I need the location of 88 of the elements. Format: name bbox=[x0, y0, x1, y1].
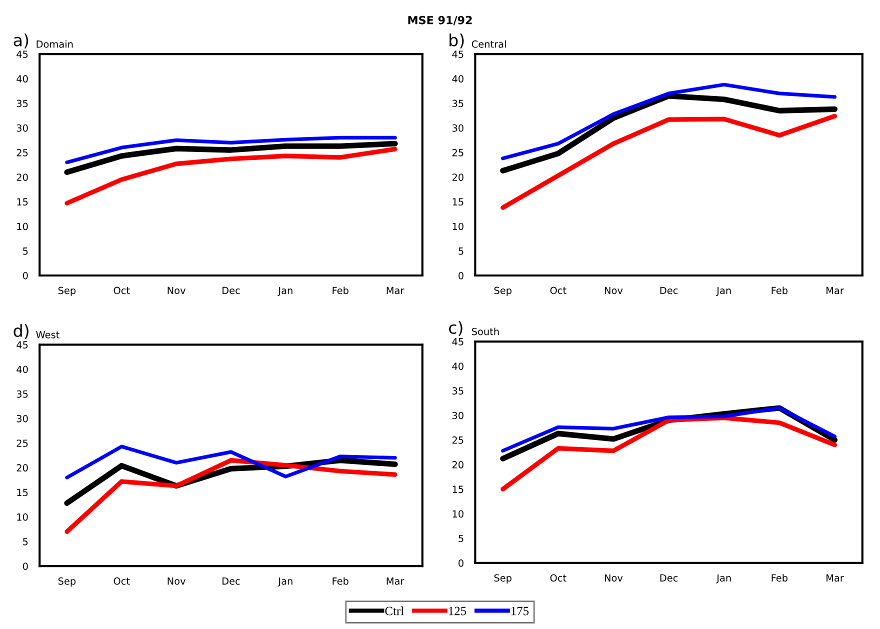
y-tick-label: 40 bbox=[452, 75, 464, 83]
y-tick-label: 20 bbox=[16, 464, 28, 472]
x-tick-label: Feb bbox=[332, 286, 348, 294]
x-tick-label: Jan bbox=[278, 286, 292, 296]
y-tick-label: 45 bbox=[452, 338, 464, 346]
x-tick-label: Dec bbox=[660, 574, 678, 582]
y-tick-label: 30 bbox=[452, 124, 464, 132]
line-series bbox=[501, 406, 837, 453]
x-tick-label: Dec bbox=[660, 286, 678, 294]
y-tick-label: 5 bbox=[458, 248, 464, 255]
chart-subtitle: West bbox=[36, 331, 60, 338]
x-tick-label: Sep bbox=[58, 286, 76, 296]
y-tick-label: 5 bbox=[23, 538, 28, 546]
y-tick-label: 25 bbox=[452, 148, 464, 156]
x-tick-label: Sep bbox=[58, 577, 76, 587]
line-series bbox=[65, 444, 397, 480]
y-tick-label: 40 bbox=[452, 362, 464, 370]
y-tick-label: 30 bbox=[16, 124, 28, 132]
y-tick-label: 10 bbox=[452, 510, 464, 518]
x-tick-label: Jan bbox=[716, 574, 731, 584]
x-tick-label: Mar bbox=[826, 574, 844, 582]
x-tick-label: Nov bbox=[604, 574, 623, 582]
y-tick-label: 40 bbox=[16, 366, 28, 374]
chart-subtitle: Central bbox=[472, 40, 506, 48]
x-tick-label: Oct bbox=[550, 574, 566, 582]
x-tick-label: Sep bbox=[494, 286, 512, 296]
chart-title: a) bbox=[14, 34, 28, 48]
x-tick-label: Feb bbox=[332, 577, 348, 585]
x-tick-label: Oct bbox=[550, 286, 566, 294]
y-tick-label: 0 bbox=[22, 562, 28, 570]
chart-subtitle: South bbox=[472, 328, 499, 336]
y-tick-label: 30 bbox=[16, 414, 28, 422]
x-tick-label: Sep bbox=[494, 574, 512, 584]
chart-title: b) bbox=[450, 34, 464, 48]
legend-label: Ctrl bbox=[385, 606, 404, 616]
y-tick-label: 15 bbox=[452, 486, 464, 493]
y-tick-label: 15 bbox=[17, 488, 28, 496]
y-tick-label: 45 bbox=[16, 341, 28, 349]
x-tick-label: Nov bbox=[168, 286, 186, 294]
y-tick-label: 0 bbox=[458, 559, 464, 567]
text: MSE 91/92 bbox=[408, 16, 472, 26]
line-series bbox=[500, 416, 838, 492]
y-tick-label: 10 bbox=[452, 222, 464, 230]
x-tick-label: Oct bbox=[114, 577, 130, 585]
line-series bbox=[64, 146, 398, 206]
chart-subtitle: Domain bbox=[36, 40, 73, 48]
chart-title: d) bbox=[14, 324, 28, 339]
y-tick-label: 30 bbox=[452, 412, 464, 420]
line-series bbox=[64, 458, 398, 534]
y-tick-label: 20 bbox=[452, 174, 464, 181]
y-tick-label: 0 bbox=[458, 272, 464, 280]
y-tick-label: 25 bbox=[16, 440, 28, 447]
y-tick-label: 15 bbox=[452, 198, 464, 206]
x-tick-label: Feb bbox=[772, 574, 788, 582]
y-tick-label: 10 bbox=[17, 513, 28, 521]
x-tick-label: Mar bbox=[826, 286, 844, 294]
line-series bbox=[501, 82, 837, 160]
x-tick-label: Mar bbox=[386, 578, 404, 585]
x-tick-label: Nov bbox=[168, 578, 186, 585]
y-tick-label: 10 bbox=[17, 222, 28, 230]
y-tick-label: 20 bbox=[452, 461, 464, 468]
y-tick-label: 20 bbox=[16, 174, 28, 181]
y-tick-label: 25 bbox=[452, 436, 464, 444]
line-series bbox=[500, 114, 838, 210]
x-tick-label: Oct bbox=[114, 286, 130, 294]
y-tick-label: 45 bbox=[452, 50, 464, 58]
legend-label: 175 bbox=[511, 606, 529, 616]
x-tick-label: Nov bbox=[604, 286, 623, 294]
y-tick-label: 45 bbox=[16, 50, 28, 58]
y-tick-label: 0 bbox=[22, 272, 28, 280]
y-tick-label: 5 bbox=[23, 248, 28, 255]
chart-title: c) bbox=[449, 321, 462, 336]
y-tick-label: 25 bbox=[16, 148, 28, 156]
x-tick-label: Jan bbox=[716, 286, 731, 296]
y-tick-label: 40 bbox=[16, 75, 28, 83]
y-tick-label: 35 bbox=[452, 100, 464, 108]
y-tick-label: 35 bbox=[16, 390, 28, 398]
y-tick-label: 35 bbox=[452, 387, 464, 395]
x-tick-label: Mar bbox=[386, 286, 404, 294]
x-tick-label: Dec bbox=[222, 286, 240, 294]
x-tick-label: Jan bbox=[278, 578, 292, 587]
y-tick-label: 5 bbox=[458, 534, 464, 542]
y-tick-label: 15 bbox=[17, 198, 28, 206]
legend-label: 125 bbox=[448, 606, 466, 616]
line-series bbox=[65, 136, 397, 164]
y-tick-label: 35 bbox=[16, 100, 28, 108]
x-tick-label: Feb bbox=[772, 286, 788, 294]
x-tick-label: Dec bbox=[222, 578, 240, 585]
